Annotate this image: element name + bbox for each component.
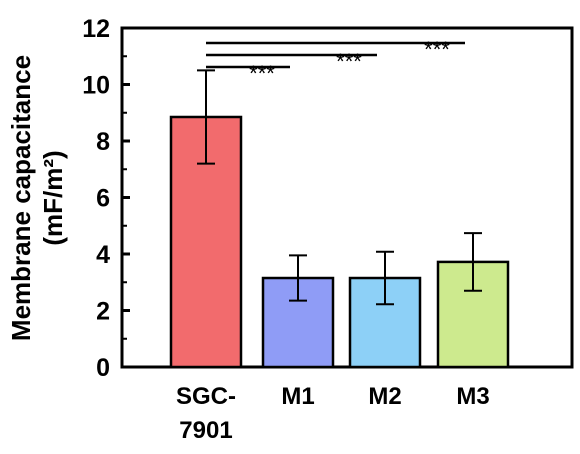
x-category-label: M2: [368, 383, 401, 410]
y-axis-title: Membrane capacitance (mF/m²): [6, 55, 68, 341]
y-tick-label: 10: [82, 72, 110, 100]
y-tick-label: 8: [96, 128, 110, 156]
y-tick-label: 0: [96, 354, 110, 382]
significance-label: ***: [336, 49, 362, 74]
y-axis-title-line1: Membrane capacitance: [6, 55, 36, 341]
significance-label: ***: [424, 37, 450, 62]
y-tick-label: 6: [96, 185, 110, 213]
x-category-label: M1: [281, 383, 314, 410]
y-tick-label: 2: [96, 298, 110, 326]
significance-label: ***: [249, 61, 275, 86]
x-category-label: M3: [456, 383, 489, 410]
y-tick-label: 12: [82, 15, 110, 43]
y-axis-title-line2: (mF/m²): [38, 150, 68, 245]
y-tick-label: 4: [96, 241, 110, 269]
x-category-label: 7901: [179, 417, 232, 444]
plot-area: 0 2 4 6 8 10 12 SGC- 7901 M1 M2 M3 *** *** ***: [82, 15, 574, 444]
x-category-label: SGC-: [176, 383, 236, 410]
